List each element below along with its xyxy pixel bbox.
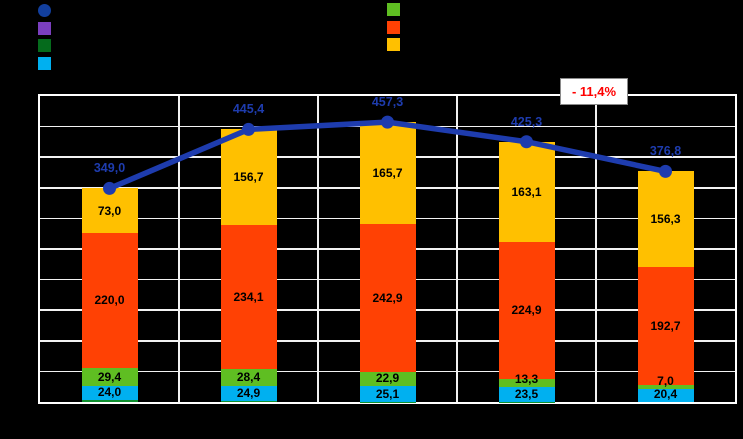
gridline-vertical	[456, 96, 458, 402]
total-line-marker	[381, 115, 394, 129]
plot-area: 24,0 29,4 220,0 73,0 24,9 28,4 234,1 156,7 25,1 2…	[38, 94, 737, 404]
bar-segment-amber-segment	[81, 188, 138, 234]
legend-swatch-dark-green-segment	[38, 39, 51, 52]
bar-segment-amber-segment	[220, 129, 277, 226]
segment-value-label: 23,5	[514, 386, 539, 401]
chart-legend-right-column	[387, 3, 400, 51]
segment-value-label: 192,7	[650, 319, 681, 334]
legend-swatch-orange-red-segment	[387, 20, 400, 34]
bar-segment-light-green-segment	[498, 379, 555, 388]
total-line-marker	[242, 122, 255, 136]
segment-value-label: 22,9	[375, 371, 400, 386]
gridline-vertical	[178, 96, 180, 402]
segment-value-label: 73,0	[97, 203, 122, 218]
bar-segment-orange-red-segment	[498, 241, 555, 380]
segment-value-label: 156,7	[233, 170, 264, 185]
total-line-value-label: 457,3	[371, 95, 404, 110]
legend-swatch-amber-segment	[387, 38, 400, 51]
gridline-vertical	[317, 96, 319, 402]
total-line-path	[108, 119, 667, 191]
segment-value-label: 24,9	[236, 386, 261, 401]
segment-value-label: 165,7	[372, 165, 403, 180]
total-line-marker	[520, 135, 533, 149]
bar-segment-amber-segment	[637, 171, 694, 268]
segment-value-label: 29,4	[97, 369, 122, 384]
segment-value-label: 156,3	[650, 212, 681, 227]
segment-value-label: 220,0	[94, 293, 125, 308]
bar-segment-amber-segment	[498, 141, 555, 242]
segment-value-label: 224,9	[511, 303, 542, 318]
total-line-value-label: 349,0	[93, 161, 126, 176]
total-line-marker	[103, 181, 116, 195]
total-line-chart	[103, 115, 672, 195]
chart-legend-left-column	[38, 4, 51, 70]
total-line-value-label: 445,4	[232, 102, 265, 117]
segment-value-label: 28,4	[236, 370, 261, 385]
bar-segment-cyan-segment	[359, 386, 416, 402]
bar-segment-light-green-segment	[81, 367, 138, 386]
segment-value-label: 13,3	[514, 372, 539, 387]
bar-segment-orange-red-segment	[359, 223, 416, 373]
total-line-value-label: 376,8	[649, 144, 682, 159]
segment-value-label: 7,0	[657, 374, 674, 389]
bar-segment-orange-red-segment	[220, 225, 277, 369]
bar-segment-cyan-segment	[81, 385, 138, 401]
segment-value-label: 20,4	[653, 386, 678, 401]
bar-segment-orange-red-segment	[637, 267, 694, 385]
total-line-marker	[659, 164, 672, 178]
bar-segment-amber-segment	[359, 122, 416, 224]
gridline-vertical	[595, 96, 597, 402]
total-line-value-label: 425,3	[510, 114, 543, 129]
bar-segment-light-green-segment	[637, 385, 694, 390]
bar-segment-cyan-segment	[220, 385, 277, 402]
segment-value-label: 163,1	[511, 184, 542, 199]
bar-segment-dark-green-base-sliver	[81, 400, 138, 402]
segment-value-label: 25,1	[375, 386, 400, 401]
bar-segment-cyan-segment	[498, 387, 555, 402]
legend-swatch-total-line-marker	[38, 4, 51, 17]
segment-value-label: 24,0	[97, 385, 122, 400]
bar-segment-light-green-segment	[220, 368, 277, 386]
legend-swatch-cyan-segment	[38, 56, 51, 70]
bar-segment-cyan-segment	[637, 389, 694, 402]
legend-swatch-purple-segment	[38, 21, 51, 35]
segment-value-label: 234,1	[233, 289, 264, 304]
bar-segment-light-green-segment	[359, 372, 416, 387]
legend-swatch-light-green-segment	[387, 3, 400, 16]
bar-segment-dark-green-base-sliver	[220, 401, 277, 402]
bar-segment-orange-red-segment	[81, 233, 138, 368]
percent-change-callout: - 11,4%	[560, 78, 628, 105]
segment-value-label: 242,9	[372, 290, 403, 305]
